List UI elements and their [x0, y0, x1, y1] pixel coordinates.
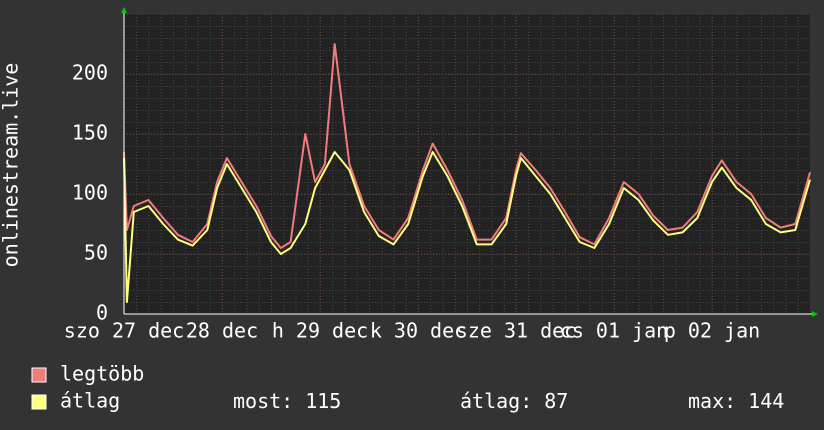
- x-tick-label: sze 31 dec: [456, 319, 576, 343]
- y-tick-label: 50: [84, 241, 108, 265]
- stat-value: 115: [305, 389, 341, 413]
- y-tick-label: 0: [96, 301, 108, 325]
- series-line: [123, 43, 811, 249]
- y-tick-label: 150: [72, 121, 108, 145]
- y-axis-title: onlinestream.live: [0, 63, 23, 268]
- x-arrow: [812, 311, 818, 317]
- y-tick-label: 200: [72, 61, 108, 85]
- legend-label: átlag: [60, 389, 120, 413]
- stat-label: átlag:: [460, 389, 532, 413]
- x-tick-label: szo 27 dec: [64, 319, 184, 343]
- stat-label: most:: [233, 389, 293, 413]
- stat-value: 144: [748, 389, 784, 413]
- legend-swatch: [31, 394, 47, 410]
- legend-swatch: [31, 367, 47, 383]
- x-tick-label: h 29 dec: [272, 319, 368, 343]
- stat-label: max:: [688, 389, 736, 413]
- legend: legtöbb átlag most: 115 átlag: 87 max: 144: [31, 362, 784, 413]
- stat-value: 87: [544, 389, 568, 413]
- lines: [123, 43, 811, 303]
- x-tick-label: p 02 jan: [664, 319, 760, 343]
- stat: max: 144: [688, 389, 784, 413]
- x-tick-label: cs 01 jan: [560, 319, 668, 343]
- stat: most: 115: [233, 389, 341, 413]
- y-arrow: [121, 7, 127, 13]
- legend-label: legtöbb: [60, 362, 144, 386]
- series-line: [123, 151, 811, 303]
- labels: 0 50 100 150 200 szo 27 dec 28 dec h 29 dec k 30…: [64, 61, 760, 343]
- x-tick-label: k 30 dec: [370, 319, 466, 343]
- x-tick-label: 28 dec: [186, 319, 258, 343]
- stat: átlag: 87: [460, 389, 568, 413]
- minor-grid: [124, 14, 810, 314]
- y-tick-label: 100: [72, 181, 108, 205]
